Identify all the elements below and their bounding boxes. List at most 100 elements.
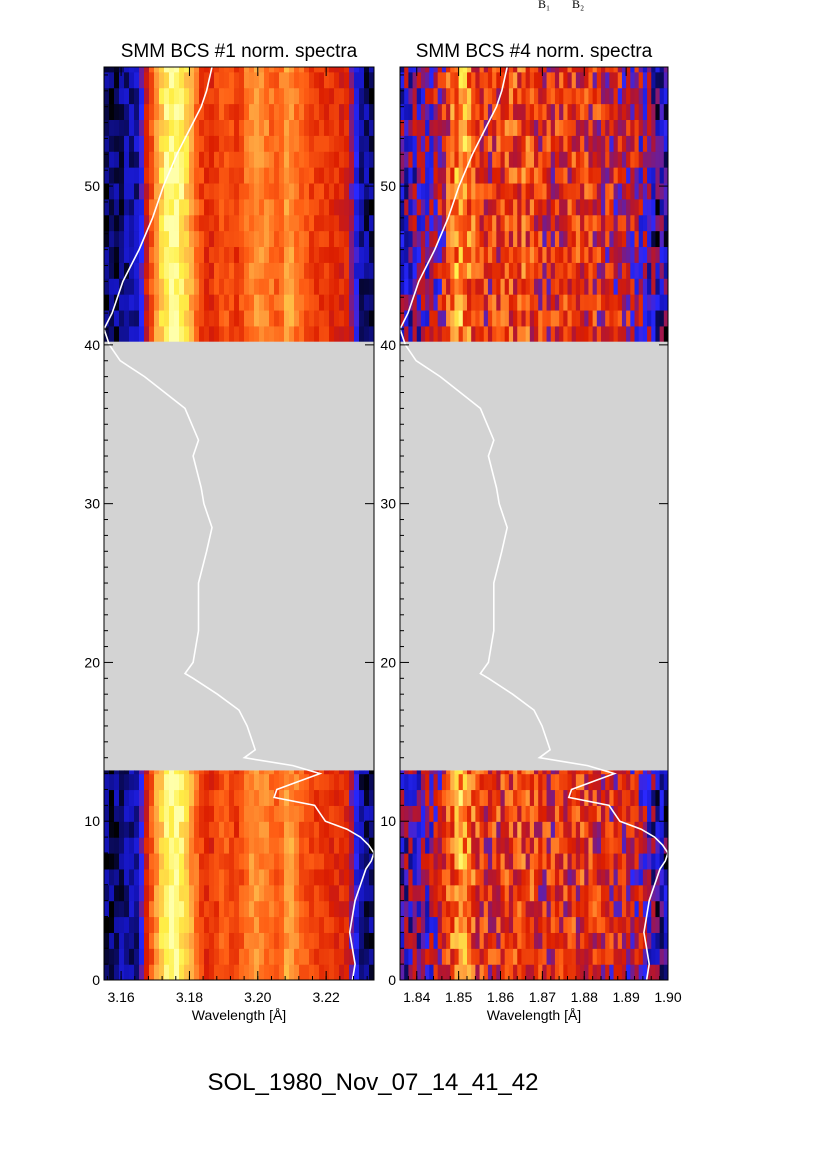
heatmap-cell [129,837,135,854]
heatmap-cell [264,948,270,965]
heatmap-cell [584,182,590,200]
heatmap-cell [324,103,330,120]
heatmap-cell [229,821,235,838]
heatmap-cell [159,67,165,73]
heatmap-cell [626,852,631,870]
heatmap-cell [525,151,531,168]
heatmap-cell [513,852,518,870]
heatmap-cell [304,67,310,73]
heatmap-cell [369,151,374,168]
heatmap-cell [454,964,460,980]
x-tick-label: 1.90 [654,989,681,1005]
heatmap-cell [500,167,506,184]
heatmap-cell [244,916,250,933]
heatmap-cell [542,773,548,791]
heatmap-cell [471,230,476,248]
heatmap-cell [139,770,145,775]
heatmap-cell [521,119,527,136]
heatmap-cell [475,773,481,791]
heatmap-cell [279,948,285,965]
heatmap-cell [563,87,569,105]
heatmap-cell [124,230,130,248]
heatmap-cell [269,87,275,105]
heatmap-cell [554,182,560,200]
heatmap-cell [567,198,573,216]
heatmap-cell [475,278,481,295]
heatmap-cell [500,151,506,168]
heatmap-cell [651,103,657,120]
heatmap-cell [309,964,315,980]
heatmap-cell [504,884,510,902]
heatmap-cell [651,119,657,136]
heatmap-cell [609,868,615,886]
heatmap-cell [500,198,506,216]
heatmap-cell [621,770,627,775]
heatmap-cell [446,198,451,216]
heatmap-cell [575,309,581,327]
heatmap-cell [214,852,220,870]
heatmap-cell [400,852,405,870]
heatmap-cell [349,67,355,73]
heatmap-cell [492,964,497,980]
heatmap-cell [647,246,652,263]
heatmap-cell [483,773,489,791]
heatmap-cell [450,821,456,838]
heatmap-cell [617,230,623,248]
heatmap-cell [194,294,200,311]
heatmap-cell [534,71,539,89]
heatmap-cell [437,325,443,343]
heatmap-cell [471,325,476,343]
heatmap-cell [534,151,539,168]
heatmap-cell [159,294,165,311]
heatmap-cell [209,87,215,105]
heatmap-cell [475,151,481,168]
heatmap-cell [334,773,340,791]
heatmap-cell [559,278,564,295]
heatmap-cell [647,900,652,918]
heatmap-cell [400,964,405,980]
heatmap-cell [404,262,409,279]
heatmap-cell [404,67,409,73]
heatmap-cell [284,964,290,980]
heatmap-cell [437,916,443,933]
heatmap-cell [204,916,210,933]
heatmap-cell [621,151,627,168]
heatmap-cell [584,773,590,791]
heatmap-cell [229,837,235,854]
heatmap-cell [269,167,275,184]
heatmap-cell [450,916,456,933]
heatmap-cell [259,182,265,200]
y-tick-label: 30 [380,496,396,512]
heatmap-cell [609,182,615,200]
heatmap-cell [254,900,260,918]
heatmap-cell [314,900,320,918]
heatmap-cell [194,325,200,343]
heatmap-cell [400,821,405,838]
heatmap-cell [601,916,606,933]
heatmap-cell [550,964,556,980]
heatmap-cell [575,167,581,184]
heatmap-cell [184,103,190,120]
heatmap-cell [458,71,464,89]
heatmap-cell [521,182,527,200]
heatmap-cell [630,805,636,822]
heatmap-cell [525,916,531,933]
heatmap-cell [324,900,330,918]
heatmap-cell [214,900,220,918]
heatmap-cell [626,67,631,73]
heatmap-cell [420,770,426,775]
heatmap-cell [446,884,451,902]
heatmap-cell [359,198,365,216]
heatmap-cell [249,214,255,232]
heatmap-cell [508,87,514,105]
heatmap-cell [159,309,165,327]
heatmap-cell [617,852,623,870]
heatmap-cell [174,837,180,854]
heatmap-cell [214,964,220,980]
heatmap-cell [546,246,552,263]
heatmap-cell [234,167,240,184]
heatmap-cell [446,852,451,870]
heatmap-cell [239,182,245,200]
heatmap-cell [169,325,175,343]
heatmap-cell [324,71,330,89]
